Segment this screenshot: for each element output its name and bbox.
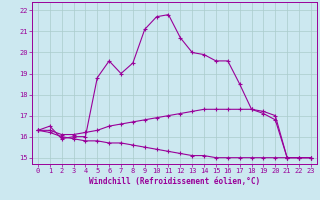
X-axis label: Windchill (Refroidissement éolien,°C): Windchill (Refroidissement éolien,°C) [89, 177, 260, 186]
